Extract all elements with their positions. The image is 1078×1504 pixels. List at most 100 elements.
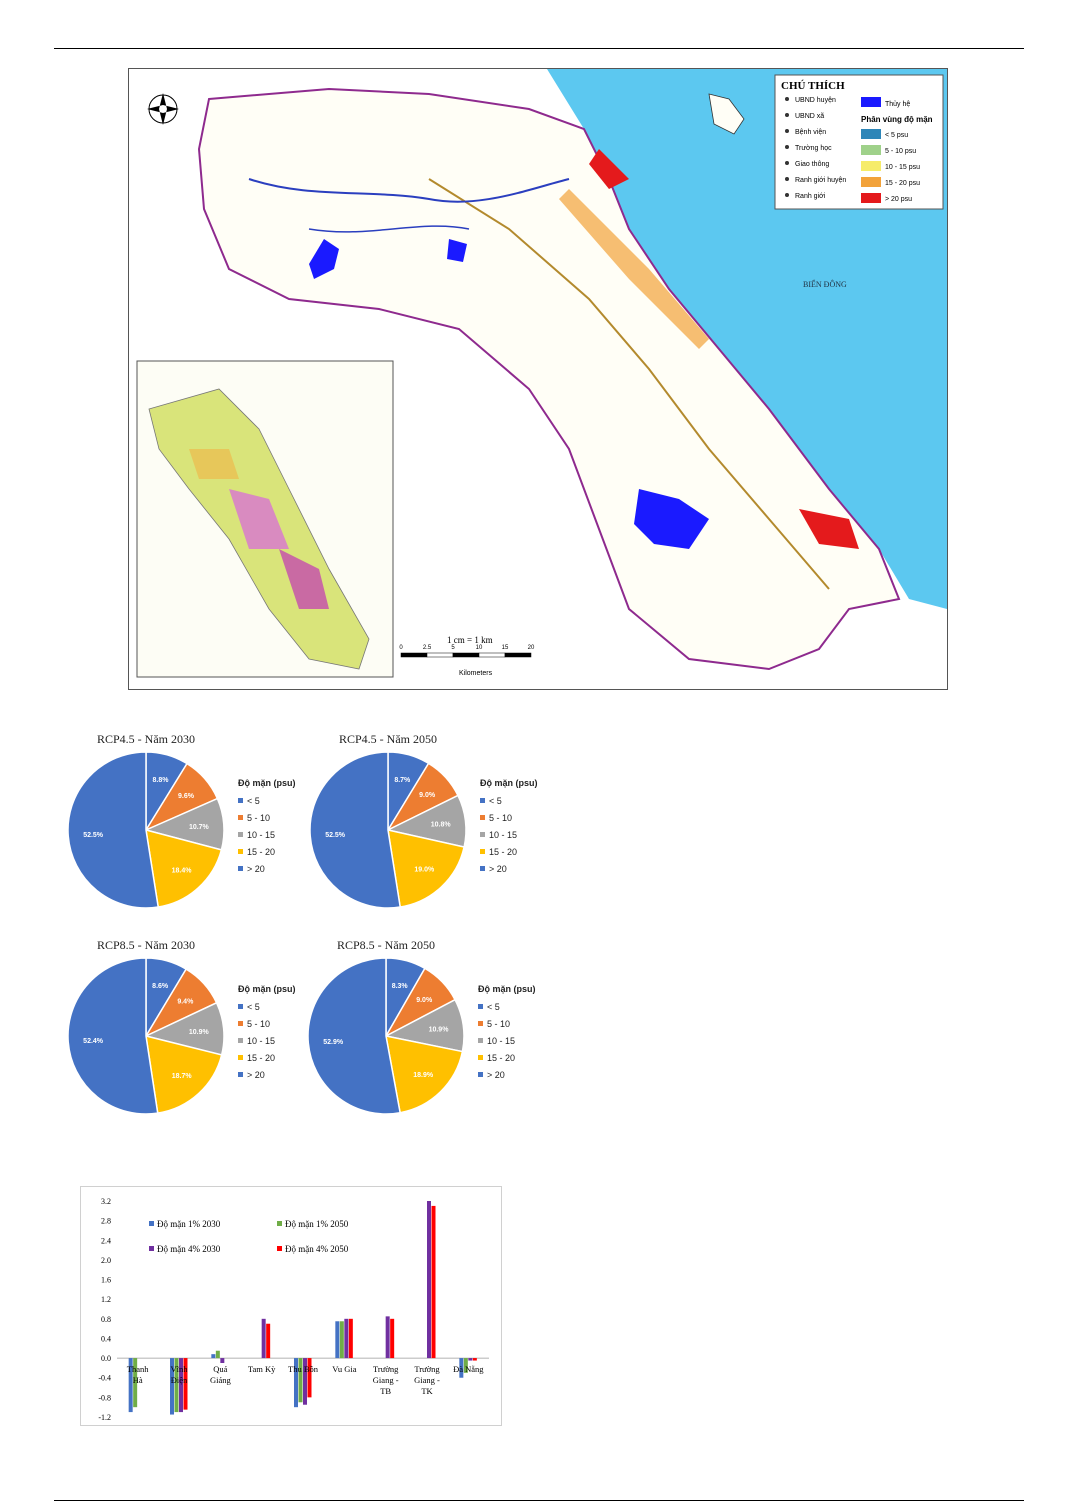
category-label: Giang - xyxy=(373,1375,399,1385)
y-tick-label: 0.0 xyxy=(101,1354,111,1363)
pie-data-label: 8.7% xyxy=(394,777,411,784)
pie-data-label: 52.5% xyxy=(325,832,346,839)
category-label: Điện xyxy=(171,1375,188,1385)
bar xyxy=(128,1358,133,1413)
scale-tick-label: 2.5 xyxy=(423,645,432,651)
pie-data-label: 9.6% xyxy=(178,793,195,800)
legend-swatch xyxy=(238,1038,243,1043)
pie-legend-title: Độ mặn (psu) xyxy=(478,984,536,994)
bar xyxy=(459,1358,464,1378)
bar xyxy=(427,1201,431,1359)
bar xyxy=(133,1358,138,1408)
legend-water-swatch xyxy=(861,97,881,107)
category-label: Vĩnh xyxy=(171,1364,189,1374)
salinity-zone-high xyxy=(589,149,629,189)
pie-legend-label: 5 - 10 xyxy=(489,812,513,823)
pie-data-label: 19.0% xyxy=(414,867,435,874)
pie-legend-label: > 20 xyxy=(247,863,265,874)
y-tick-label: -0.4 xyxy=(98,1374,111,1383)
sea-label: BIỂN ĐÔNG xyxy=(803,279,847,289)
pie-legend-label: 15 - 20 xyxy=(487,1052,516,1063)
pie-legend-item: > 20 xyxy=(238,1066,296,1083)
pie-legend-item: < 5 xyxy=(238,998,296,1015)
scale-tick-label: 20 xyxy=(528,645,535,651)
category-label: Thu Bồn xyxy=(288,1364,319,1374)
y-tick-label: -1.2 xyxy=(98,1413,111,1422)
salinity-zone-mid xyxy=(559,189,709,349)
salinity-class-label: > 20 psu xyxy=(885,196,912,203)
pie-legend-title: Độ mặn (psu) xyxy=(238,984,296,994)
pie-data-label: 18.7% xyxy=(172,1073,193,1080)
legend-swatch xyxy=(480,798,485,803)
pie-legend-item: 5 - 10 xyxy=(478,1015,536,1032)
pie-legend-item: < 5 xyxy=(478,998,536,1015)
salinity-swatch xyxy=(861,193,881,203)
y-tick-label: 2.8 xyxy=(101,1217,111,1226)
pie-data-label: 10.9% xyxy=(429,1027,450,1034)
pie-data-label: 8.6% xyxy=(152,983,169,990)
salinity-class-label: 5 - 10 psu xyxy=(885,148,916,155)
scale-unit: Kilometers xyxy=(459,670,493,677)
legend-swatch xyxy=(238,1055,243,1060)
pie-legend-item: 15 - 20 xyxy=(238,1049,296,1066)
bar xyxy=(261,1318,266,1359)
scale-tick-label: 15 xyxy=(502,645,509,651)
pie-data-label: 10.7% xyxy=(189,824,210,831)
category-label: Tam Kỳ xyxy=(248,1364,276,1374)
pie-legend-item: 5 - 10 xyxy=(480,809,538,826)
pie-data-label: 9.4% xyxy=(177,998,194,1005)
legend-swatch xyxy=(478,1021,483,1026)
legend-label: Độ mặn 4% 2030 xyxy=(157,1244,221,1254)
scale-segment xyxy=(400,652,428,658)
bar xyxy=(463,1358,468,1373)
legend-symbol-icon xyxy=(785,129,789,133)
pie-data-label: 10.9% xyxy=(189,1029,210,1036)
bottom-rule xyxy=(54,1500,1024,1501)
bar xyxy=(294,1358,298,1408)
pie-legend-item: 15 - 20 xyxy=(478,1049,536,1066)
pie-legend-item: 10 - 15 xyxy=(238,1032,296,1049)
top-rule xyxy=(54,48,1024,49)
pie-legend-title: Độ mặn (psu) xyxy=(238,778,296,788)
pie-legend: Độ mặn (psu) < 5 5 - 10 10 - 15 15 - 20 > 20 xyxy=(478,984,536,1083)
legend-item-label: Trường học xyxy=(795,145,832,152)
bar xyxy=(335,1321,340,1359)
salinity-swatch xyxy=(861,145,881,155)
pie-svg: 8.3% 9.0% 10.9% 18.9% 52.9% xyxy=(307,957,465,1115)
bar xyxy=(348,1318,353,1359)
scale-segment xyxy=(478,652,506,658)
salinity-zone-high xyxy=(799,509,859,549)
pie-legend-item: > 20 xyxy=(478,1066,536,1083)
pie-data-label: 52.5% xyxy=(83,832,104,839)
bar xyxy=(211,1354,216,1359)
legend-label: Độ mặn 1% 2030 xyxy=(157,1219,221,1229)
map-legend-title: CHÚ THÍCH xyxy=(781,80,845,92)
pie-title: RCP8.5 - Năm 2050 xyxy=(336,938,435,952)
legend-item-label: UBND xã xyxy=(795,113,824,120)
legend-item-label: Ranh giới xyxy=(795,193,826,200)
island xyxy=(708,93,745,135)
scale-segment xyxy=(426,652,454,658)
y-tick-label: -0.8 xyxy=(98,1393,111,1402)
pie-legend-title: Độ mặn (psu) xyxy=(480,778,538,788)
salinity-change-chart: 3.2 2.8 2.4 2.0 1.6 1.2 0.8 0.4 0.0 -0.4 -0.8 -1.2 T… xyxy=(80,1186,502,1426)
pie-data-label: 8.8% xyxy=(152,777,169,784)
bar xyxy=(390,1318,395,1359)
bar xyxy=(266,1323,271,1359)
bar-chart-svg: 3.2 2.8 2.4 2.0 1.6 1.2 0.8 0.4 0.0 -0.4 -0.8 -1.2 T… xyxy=(98,1197,489,1422)
legend-swatch xyxy=(277,1246,282,1251)
pie-legend-label: 10 - 15 xyxy=(487,1035,516,1046)
pie-legend-label: 15 - 20 xyxy=(247,846,276,857)
legend-symbol-icon xyxy=(785,145,789,149)
category-label: Trường xyxy=(373,1364,399,1374)
pie-slice xyxy=(309,751,402,909)
bar xyxy=(385,1316,390,1359)
legend-swatch xyxy=(238,1021,243,1026)
pie-legend-label: > 20 xyxy=(489,863,507,874)
pie-data-label: 8.3% xyxy=(392,983,409,990)
y-tick-label: 1.2 xyxy=(101,1295,111,1304)
pie-slice xyxy=(67,751,160,909)
bar xyxy=(298,1358,303,1403)
legend-symbol-icon xyxy=(785,177,789,181)
legend-label: Độ mặn 4% 2050 xyxy=(285,1244,349,1254)
